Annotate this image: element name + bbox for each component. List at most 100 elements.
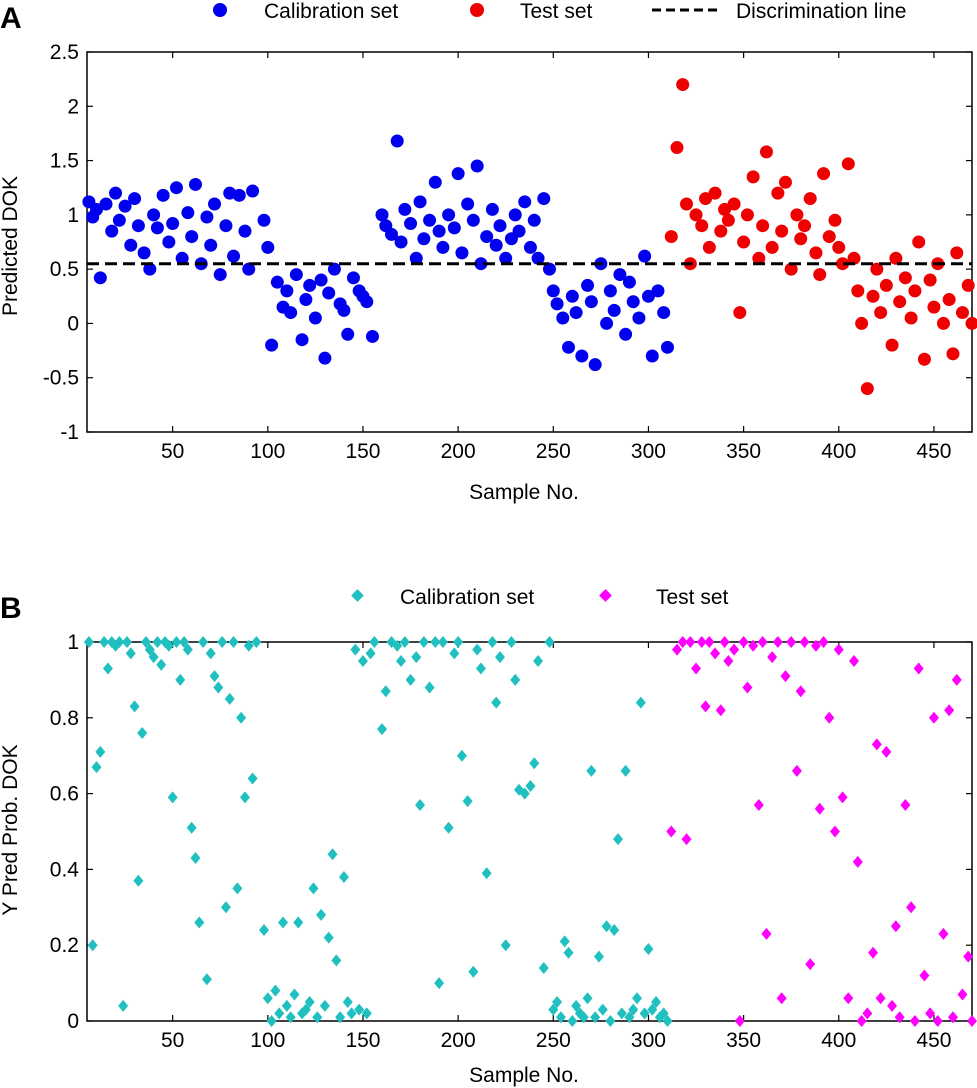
panel-a-calibration-point xyxy=(442,208,456,222)
legend-b-test-label: Test set xyxy=(656,586,729,609)
panel-a-calibration-point xyxy=(619,327,633,341)
panel-b-test-point xyxy=(906,901,917,914)
panel-b-xtick-label: 300 xyxy=(631,1029,666,1052)
panel-a-calibration-point xyxy=(480,230,494,244)
panel-a-calibration-point xyxy=(455,246,469,260)
panel-a-calibration-point xyxy=(660,340,674,354)
panel-b-test-point xyxy=(723,654,734,667)
panel-a-calibration-point xyxy=(537,192,551,206)
panel-b-calibration-point xyxy=(232,882,243,895)
panel-b-test-point xyxy=(862,1007,873,1020)
panel-b-test-point xyxy=(833,643,844,656)
panel-b-calibration-point xyxy=(613,833,623,846)
panel-b-calibration-point xyxy=(152,636,163,648)
panel-b-test-point xyxy=(852,855,863,868)
panel-a-calibration-point xyxy=(375,208,389,222)
panel-a-xtick-label: 50 xyxy=(161,440,184,463)
panel-b-calibration-point xyxy=(213,681,224,694)
panel-a-test-point xyxy=(752,251,766,265)
panel-b-test-point xyxy=(700,700,711,713)
panel-b-calibration-point xyxy=(434,977,445,990)
panel-a-test-point xyxy=(718,202,732,216)
panel-b-calibration-point xyxy=(635,696,646,709)
panel-b-calibration-point xyxy=(171,636,182,648)
panel-b-calibration-point xyxy=(182,643,193,656)
panel-b-calibration-point xyxy=(243,639,254,652)
panel-b-calibration-point xyxy=(430,636,441,648)
panel-b-test-point xyxy=(957,988,968,1001)
legend-a-test-label: Test set xyxy=(520,0,593,23)
panel-a-test-point xyxy=(912,235,926,249)
panel-b-calibration-point xyxy=(129,700,140,713)
panel-a-test-point xyxy=(832,240,846,254)
panel-a-test-point xyxy=(860,382,874,396)
panel-a-calibration-point xyxy=(632,311,646,325)
panel-a-calibration-point xyxy=(318,351,332,365)
panel-b-calibration-point xyxy=(456,749,467,762)
panel-a-calibration-point xyxy=(562,340,576,354)
panel-b-test-point xyxy=(748,639,759,652)
panel-b-test-point xyxy=(685,636,696,648)
panel-b-calibration-point xyxy=(198,636,209,648)
panel-a-calibration-point xyxy=(200,210,214,224)
panel-b-test-point xyxy=(772,636,783,648)
panel-a-xtick-label: 250 xyxy=(536,440,571,463)
panel-a-calibration-point xyxy=(531,251,545,265)
panel-b-test-point xyxy=(786,636,797,648)
panel-b-test-point xyxy=(805,958,816,971)
panel-a-calibration-point xyxy=(588,358,602,372)
panel-b-plot: 50 100 150 200 250 300 350 400 450 0 0.2 0.4 0.6 0.8 1 xyxy=(50,631,977,1052)
panel-a-label: A xyxy=(0,2,22,35)
panel-b-test-point xyxy=(881,745,892,758)
panel-b-test-point xyxy=(887,999,898,1012)
panel-b-calibration-point xyxy=(658,1007,669,1020)
panel-a-test-point xyxy=(889,251,903,265)
panel-b-calibration-point xyxy=(567,1015,578,1027)
panel-a-calibration-point xyxy=(394,235,408,249)
panel-a-calibration-point xyxy=(409,251,423,265)
panel-b-calibration-point xyxy=(236,711,247,724)
panel-a-calibration-point xyxy=(569,306,583,320)
panel-a-test-point xyxy=(822,230,836,244)
panel-a-test-point xyxy=(680,197,694,211)
panel-b-test-point xyxy=(767,651,778,664)
panel-b-calibration-point xyxy=(201,973,212,986)
panel-a-calibration-point xyxy=(270,275,284,289)
panel-a-calibration-point xyxy=(295,333,309,347)
panel-b-calibration-point xyxy=(194,916,205,929)
panel-a-calibration-point xyxy=(124,238,138,252)
panel-a-calibration-point xyxy=(451,167,465,181)
panel-b-calibration-point xyxy=(83,636,94,648)
panel-b-calibration-point xyxy=(323,931,334,944)
panel-b-axes-box xyxy=(86,641,973,1022)
panel-b-ytick-label: 0 xyxy=(67,1010,79,1033)
panel-a-xtick-label: 400 xyxy=(821,440,856,463)
panel-a-test-point xyxy=(714,224,728,238)
panel-b-calibration-point xyxy=(190,852,201,865)
panel-a-calibration-point xyxy=(641,289,655,303)
panel-a-calibration-point xyxy=(607,303,621,317)
panel-b-test-point xyxy=(729,643,740,656)
panel-b-calibration-point xyxy=(316,908,327,921)
panel-a-test-point xyxy=(765,240,779,254)
panel-b-xtick-label: 350 xyxy=(726,1029,761,1052)
panel-b-test-point xyxy=(849,654,859,667)
panel-b-calibration-point xyxy=(285,1011,296,1024)
panel-b-test-point xyxy=(742,681,753,694)
panel-a-test-point xyxy=(809,246,823,260)
panel-b-test-point xyxy=(900,798,911,811)
panel-a-test-point xyxy=(893,295,907,309)
panel-b-calibration-point xyxy=(251,636,262,648)
panel-b-ytick-label: 1 xyxy=(67,631,79,654)
panel-b-calibration-point xyxy=(495,651,505,664)
panel-a-calibration-point xyxy=(622,275,636,289)
panel-a-calibration-point xyxy=(188,177,202,191)
legend-a-calibration-label: Calibration set xyxy=(264,0,398,23)
panel-b-calibration-point xyxy=(544,636,555,648)
panel-b-calibration-point xyxy=(114,636,125,648)
panel-a-plot: 50 100 150 200 250 300 350 400 450 -1 -0.5 0 0.5 1 1.5… xyxy=(43,41,977,463)
panel-b-calibration-point xyxy=(224,692,235,705)
legend-a: Calibration set Test set Discrimination … xyxy=(213,0,906,23)
panel-a-test-point xyxy=(908,284,922,298)
panel-a-test-point xyxy=(836,257,850,271)
